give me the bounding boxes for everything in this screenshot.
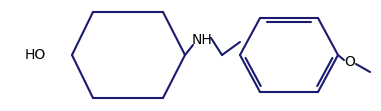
Text: O: O — [344, 55, 355, 69]
Text: HO: HO — [24, 48, 46, 62]
Text: NH: NH — [192, 33, 212, 47]
